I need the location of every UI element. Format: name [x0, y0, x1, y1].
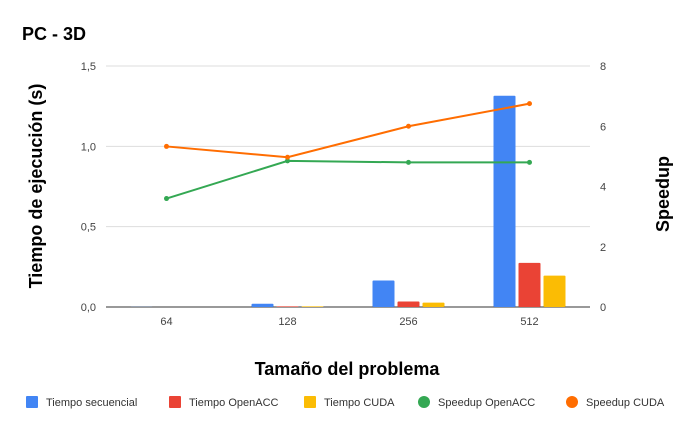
chart-title: PC - 3D — [22, 24, 86, 44]
legend-label: Speedup CUDA — [586, 397, 665, 409]
legend-swatch — [566, 396, 578, 408]
series-line — [166, 102, 530, 159]
y2-axis-title: Speedup — [653, 156, 673, 232]
legend-label: Tiempo CUDA — [324, 397, 395, 409]
bar — [372, 280, 395, 307]
line-point — [527, 159, 532, 165]
legend-label: Tiempo OpenACC — [189, 397, 279, 409]
line-point — [406, 159, 411, 165]
line-point — [406, 123, 411, 129]
legend-swatch — [418, 396, 430, 408]
bar — [493, 95, 516, 308]
lines — [164, 101, 532, 202]
bar — [397, 301, 420, 307]
y2-tick-label: 8 — [600, 61, 606, 73]
bars — [130, 95, 566, 308]
bar — [518, 262, 541, 307]
legend-swatch — [169, 396, 181, 408]
line-point — [285, 154, 290, 160]
legend: Tiempo secuencial Tiempo OpenACC Tiempo CU… — [26, 396, 665, 409]
y-tick-label: 0,0 — [81, 302, 96, 314]
y2-tick-label: 6 — [600, 121, 606, 133]
bar — [543, 275, 566, 307]
y-tick-label: 1,0 — [81, 141, 96, 153]
y2-tick-label: 2 — [600, 242, 606, 254]
x-tick-label: 64 — [160, 316, 172, 328]
x-tick-label: 256 — [399, 316, 417, 328]
line-point — [164, 143, 169, 149]
ticks: 0,0 0,5 1,0 1,5 0 2 4 6 8 64 128 256 512 — [81, 61, 606, 328]
bar — [251, 303, 274, 307]
line-point — [527, 101, 532, 107]
bar — [301, 306, 324, 307]
y2-tick-label: 0 — [600, 302, 606, 314]
legend-swatch — [26, 396, 38, 408]
line-point — [164, 196, 169, 202]
y-axis-title: Tiempo de ejecución (s) — [26, 84, 46, 289]
legend-swatch — [304, 396, 316, 408]
x-tick-label: 512 — [520, 316, 538, 328]
line-point — [285, 158, 290, 164]
bar — [422, 302, 445, 307]
series-line — [166, 159, 530, 200]
x-axis-title: Tamaño del problema — [255, 359, 441, 379]
x-tick-label: 128 — [278, 316, 296, 328]
legend-label: Speedup OpenACC — [438, 397, 535, 409]
y2-tick-label: 4 — [600, 182, 606, 194]
legend-label: Tiempo secuencial — [46, 397, 137, 409]
gridlines — [106, 65, 590, 308]
bar — [276, 306, 299, 307]
y-tick-label: 1,5 — [81, 61, 96, 73]
y-tick-label: 0,5 — [81, 222, 96, 234]
